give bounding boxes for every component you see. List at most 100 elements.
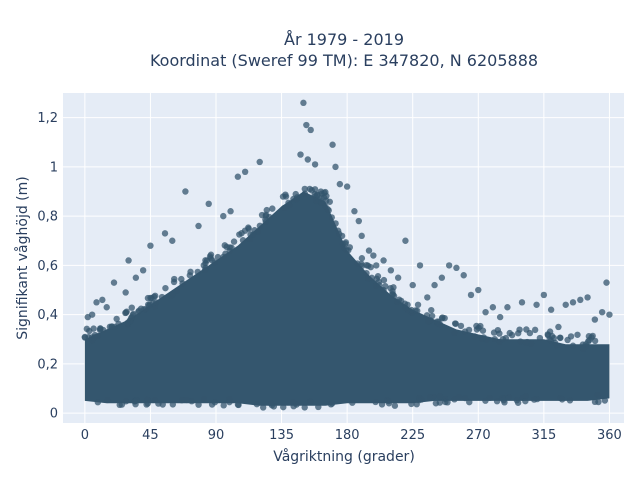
data-point — [122, 289, 129, 296]
data-point — [207, 255, 214, 262]
data-point — [234, 401, 242, 408]
data-point — [111, 323, 118, 331]
data-point — [130, 310, 137, 318]
data-point — [304, 156, 311, 163]
data-point — [471, 333, 478, 340]
data-point — [555, 323, 562, 331]
data-point — [598, 308, 606, 316]
data-point — [268, 402, 276, 409]
data-point — [349, 399, 356, 406]
data-point — [205, 200, 212, 208]
data-point — [435, 318, 442, 326]
data-point — [358, 232, 365, 240]
data-point — [247, 231, 254, 238]
data-point — [94, 399, 102, 406]
data-point — [315, 403, 322, 411]
data-point — [540, 291, 548, 299]
data-point — [90, 325, 97, 332]
data-point — [81, 334, 89, 341]
data-point — [562, 301, 569, 308]
data-point — [220, 212, 227, 220]
data-point — [424, 294, 431, 301]
y-tick-label: 0,6 — [37, 259, 58, 274]
data-point — [522, 393, 529, 400]
data-point — [122, 398, 130, 405]
data-point — [169, 401, 177, 408]
x-tick-label: 225 — [400, 428, 425, 443]
data-point — [93, 299, 100, 306]
data-point — [387, 267, 395, 274]
data-point — [496, 330, 503, 337]
data-point — [402, 237, 409, 244]
data-point — [591, 398, 599, 406]
data-point — [194, 268, 201, 276]
data-point — [311, 161, 319, 168]
data-point — [116, 401, 123, 409]
data-point — [135, 307, 143, 314]
chart-title-line-2: Koordinat (Sweref 99 TM): E 347820, N 62… — [150, 51, 538, 70]
data-point — [256, 222, 264, 230]
data-point — [158, 293, 166, 301]
data-point — [246, 236, 254, 243]
data-point — [432, 400, 440, 407]
data-point — [462, 394, 469, 402]
data-point — [376, 281, 383, 289]
x-tick-label: 180 — [335, 428, 360, 443]
data-point — [178, 275, 185, 283]
data-point — [445, 262, 453, 269]
y-tick-labels: 0 0,2 0,4 0,6 0,8 1 1,2 — [37, 111, 58, 422]
data-point — [606, 311, 613, 318]
data-point — [125, 257, 132, 264]
data-point — [467, 291, 475, 299]
data-point — [256, 158, 263, 166]
y-tick-label: 1,2 — [37, 111, 58, 126]
data-point — [387, 285, 394, 292]
data-point — [161, 230, 169, 237]
data-point — [490, 329, 498, 336]
data-point — [373, 262, 380, 269]
data-point — [346, 244, 353, 251]
data-point — [517, 338, 524, 345]
data-points — [84, 99, 613, 331]
data-point — [569, 299, 577, 306]
data-point — [460, 272, 467, 279]
data-point — [451, 320, 459, 327]
data-point — [262, 211, 270, 219]
data-point — [84, 313, 91, 321]
data-point — [431, 281, 438, 289]
data-point — [281, 204, 288, 212]
data-point — [201, 267, 209, 274]
data-point — [332, 163, 339, 171]
data-point — [557, 394, 564, 402]
data-point — [103, 304, 110, 311]
data-point — [365, 247, 373, 254]
data-point — [150, 293, 158, 301]
data-point — [253, 400, 261, 408]
data-point — [504, 304, 511, 311]
data-point — [226, 244, 234, 251]
data-point — [391, 402, 399, 409]
data-point — [282, 193, 290, 200]
data-point — [584, 294, 591, 301]
data-point — [457, 322, 465, 330]
y-tick-label: 0,2 — [37, 357, 58, 372]
data-point — [414, 307, 421, 315]
data-point — [342, 240, 349, 247]
data-point — [301, 185, 308, 193]
y-tick-label: 0,4 — [37, 308, 58, 323]
data-point — [544, 332, 552, 339]
data-point — [355, 217, 362, 225]
data-point — [269, 205, 276, 212]
data-point — [280, 403, 287, 411]
data-cloud-area — [84, 191, 610, 406]
data-point — [259, 404, 267, 411]
data-point — [564, 336, 571, 344]
data-point — [143, 401, 150, 408]
data-point — [475, 286, 482, 294]
data-point — [83, 325, 91, 333]
data-point — [313, 197, 320, 205]
data-point — [155, 400, 162, 407]
data-point — [99, 296, 106, 304]
data-point — [328, 214, 335, 221]
